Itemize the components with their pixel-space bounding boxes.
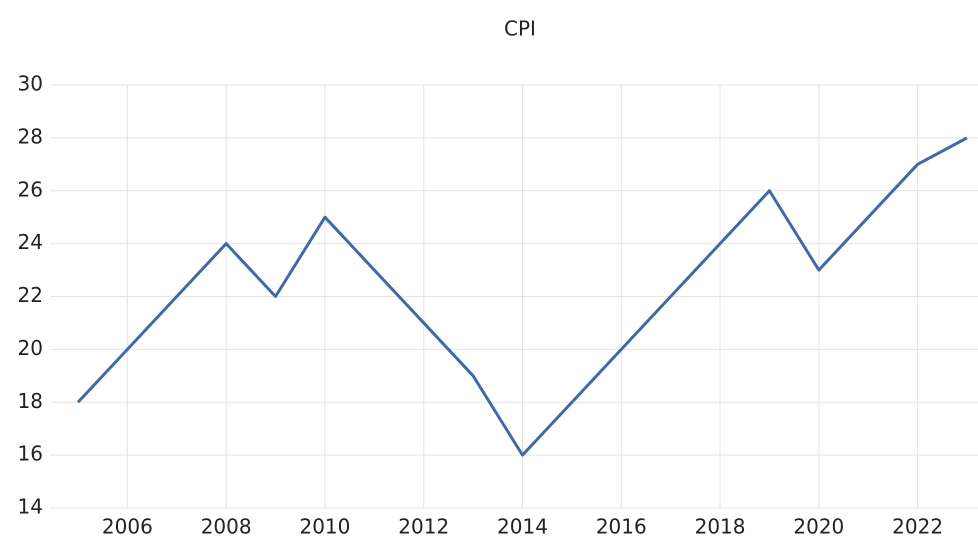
y-tick-label: 14 xyxy=(18,495,43,519)
y-tick-label: 24 xyxy=(18,230,43,254)
x-tick-label: 2010 xyxy=(299,515,350,539)
x-tick-label: 2022 xyxy=(892,515,943,539)
y-tick-label: 22 xyxy=(18,283,43,307)
x-tick-label: 2008 xyxy=(201,515,252,539)
y-tick-label: 28 xyxy=(18,124,43,148)
y-tick-label: 30 xyxy=(18,72,43,96)
y-tick-label: 16 xyxy=(18,442,43,466)
y-tick-label: 26 xyxy=(18,177,43,201)
x-tick-label: 2006 xyxy=(102,515,153,539)
y-tick-label: 20 xyxy=(18,336,43,360)
x-tick-label: 2016 xyxy=(596,515,647,539)
y-tick-label: 18 xyxy=(18,389,43,413)
x-tick-label: 2012 xyxy=(398,515,449,539)
x-tick-label: 2018 xyxy=(695,515,746,539)
x-tick-label: 2014 xyxy=(497,515,548,539)
chart-title: CPI xyxy=(504,17,536,41)
x-tick-label: 2020 xyxy=(793,515,844,539)
data-line xyxy=(76,136,968,457)
